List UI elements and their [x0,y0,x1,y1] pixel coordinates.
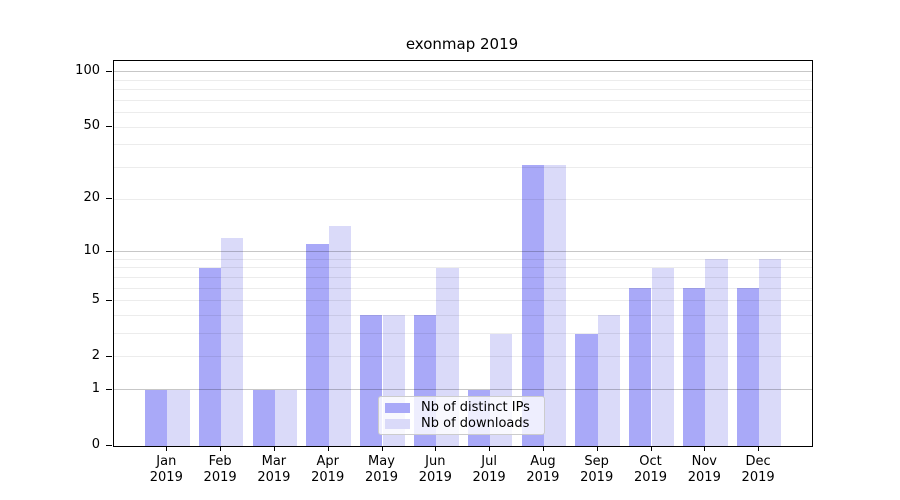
gridline-major-1 [114,389,812,391]
y-tick-label-1: 1 [91,380,100,396]
gridline-minor-40 [114,144,812,146]
gridline-minor-20 [114,198,812,200]
x-tick-mark-mar [273,446,275,451]
x-tick-mark-dec [758,446,760,451]
x-tick-label-dec: Dec 2019 [741,454,775,485]
gridline-minor-30 [114,167,812,168]
legend-label-distinct-ips: Nb of distinct IPs [421,400,530,415]
x-tick-mark-nov [704,446,706,451]
y-tick-mark-2 [106,355,112,357]
bar-downloads-sep [597,315,620,446]
bar-ips-feb [198,267,222,446]
y-tick-mark-0 [106,445,112,446]
gridline-minor-5 [114,300,812,302]
gridline-minor-9 [114,258,812,260]
y-tick-mark-20 [106,198,112,200]
x-tick-mark-aug [542,446,544,451]
legend-swatch-downloads [385,418,410,429]
legend: Nb of distinct IPs Nb of downloads [378,396,545,435]
x-tick-label-jun: Jun 2019 [418,454,452,485]
chart-title: exonmap 2019 [405,35,519,53]
x-tick-label-jul: Jul 2019 [472,454,506,485]
gridline-minor-2 [114,356,812,358]
legend-item-distinct-ips: Nb of distinct IPs [385,400,538,415]
gridline-minor-4 [114,314,812,316]
x-tick-label-apr: Apr 2019 [311,454,345,485]
y-tick-mark-10 [106,250,112,252]
bar-ips-may [360,315,383,446]
gridline-minor-7 [114,276,812,278]
legend-label-downloads: Nb of downloads [421,416,530,431]
y-tick-mark-1 [106,388,112,390]
x-tick-label-aug: Aug 2019 [526,454,560,485]
y-tick-label-5: 5 [91,291,100,307]
bar-ips-jan [145,389,168,446]
gridline-minor-50 [114,126,812,128]
gridline-minor-6 [114,287,812,289]
x-tick-label-feb: Feb 2019 [203,454,237,485]
legend-item-downloads: Nb of downloads [385,416,538,431]
bar-downloads-feb [221,237,244,446]
gridline-minor-70 [114,99,812,101]
x-tick-label-may: May 2019 [364,454,399,485]
bar-downloads-dec [759,259,782,446]
bar-ips-mar [252,389,275,446]
x-tick-mark-jul [489,446,491,451]
gridline-major-100 [114,71,812,73]
bar-downloads-apr [328,226,351,446]
bar-ips-apr [306,244,329,446]
x-tick-label-sep: Sep 2019 [580,454,614,485]
x-tick-label-mar: Mar 2019 [257,454,291,485]
gridline-minor-8 [114,267,812,269]
x-tick-label-nov: Nov 2019 [687,454,721,485]
bar-downloads-nov [705,259,728,446]
x-tick-label-oct: Oct 2019 [633,454,668,485]
bar-ips-aug [521,164,544,446]
bar-ips-dec [736,288,760,446]
x-tick-mark-jan [166,446,168,451]
gridline-minor-3 [114,333,812,335]
y-tick-label-0: 0 [91,437,100,452]
y-tick-label-10: 10 [83,242,100,258]
x-tick-mark-jun [435,446,437,451]
x-tick-mark-sep [596,446,598,451]
y-tick-mark-50 [106,126,112,128]
y-tick-mark-5 [106,299,112,301]
x-tick-mark-oct [650,446,652,451]
plot-area [113,60,813,447]
bar-downloads-aug [543,164,567,446]
gridline-minor-80 [114,89,812,91]
y-tick-label-2: 2 [91,347,100,363]
x-tick-mark-may [381,446,383,451]
y-tick-label-20: 20 [83,190,100,206]
y-tick-label-50: 50 [83,118,100,134]
x-tick-mark-feb [220,446,222,451]
gridline-minor-60 [114,112,812,114]
bar-downloads-oct [651,267,674,446]
bar-downloads-jan [167,389,190,446]
bar-ips-sep [575,333,598,446]
gridline-major-10 [114,251,812,253]
y-tick-label-100: 100 [75,62,100,78]
bar-ips-oct [629,288,652,446]
legend-swatch-distinct-ips [385,402,410,413]
gridline-minor-90 [114,79,812,81]
x-tick-label-jan: Jan 2019 [149,454,183,485]
bar-ips-nov [683,288,706,446]
bar-downloads-mar [274,389,298,446]
y-tick-mark-100 [106,70,112,72]
x-tick-mark-apr [327,446,329,451]
